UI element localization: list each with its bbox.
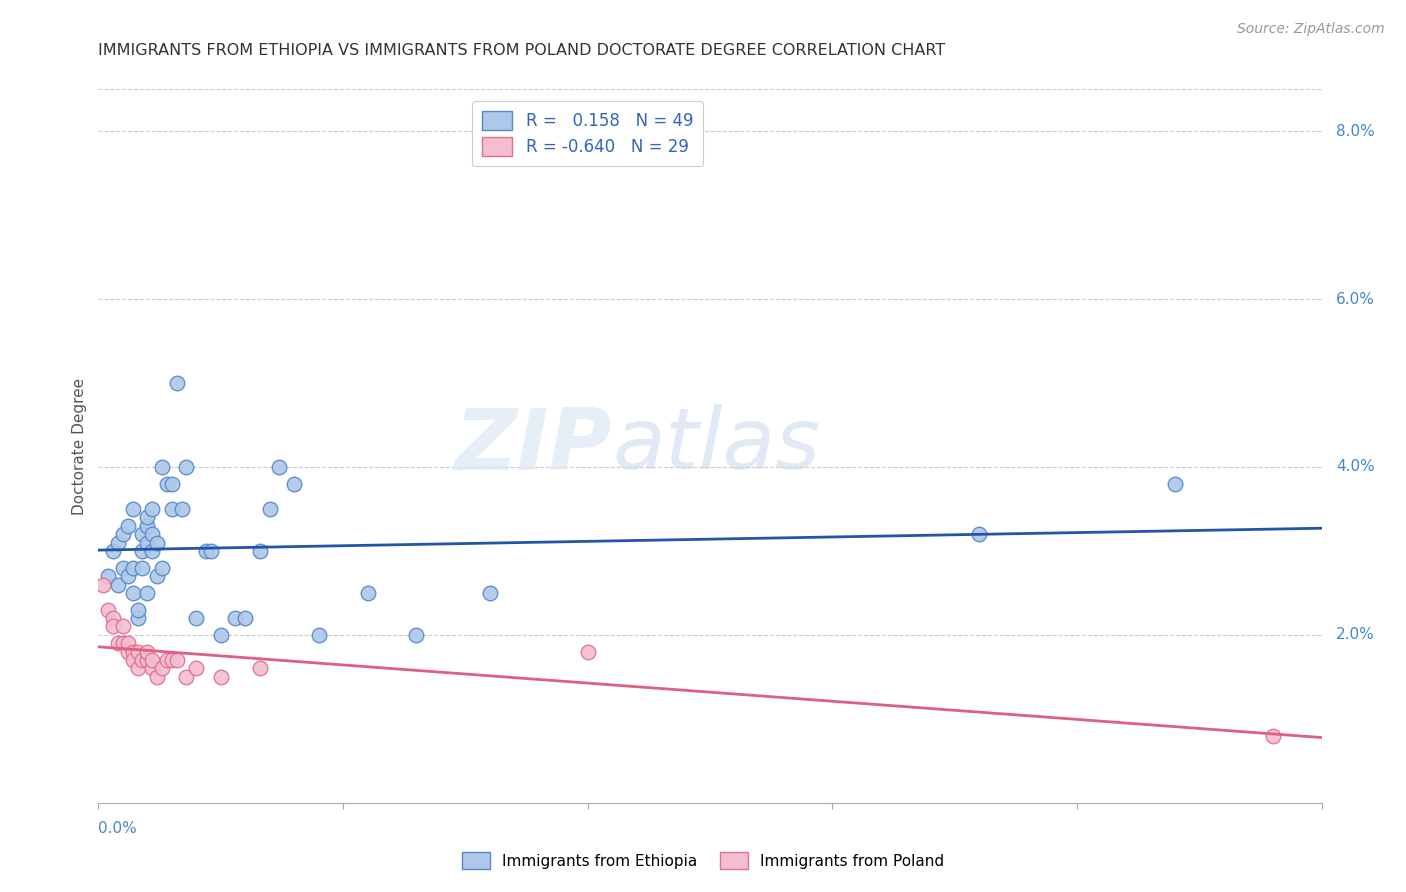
Point (150, 460, 173, 475)
Point (127, 603, 149, 617)
Point (308, 628, 330, 642)
Point (136, 586, 159, 600)
Point (121, 653, 143, 667)
Point (195, 544, 218, 558)
Point (967, 527, 990, 541)
Text: atlas: atlas (612, 404, 820, 488)
Point (136, 510, 159, 524)
Point (176, 460, 198, 475)
Point (224, 611, 246, 625)
Text: 8.0%: 8.0% (1336, 124, 1375, 138)
Point (405, 628, 427, 642)
Point (127, 611, 149, 625)
Point (131, 560, 153, 574)
Point (131, 653, 153, 667)
Point (111, 527, 134, 541)
Point (141, 502, 163, 516)
Point (101, 611, 124, 625)
Point (97, 603, 120, 617)
Text: 6.0%: 6.0% (1336, 292, 1375, 307)
Point (166, 653, 188, 667)
Point (101, 619, 124, 633)
Point (160, 502, 183, 516)
Point (146, 535, 169, 549)
Point (107, 636, 129, 650)
Point (146, 569, 169, 583)
Point (200, 544, 222, 558)
Point (121, 645, 143, 659)
Point (1261, 729, 1284, 743)
Point (117, 645, 139, 659)
Point (478, 586, 501, 600)
Point (121, 502, 143, 516)
Point (186, 611, 208, 625)
Point (136, 645, 159, 659)
Point (107, 535, 129, 549)
Point (111, 636, 134, 650)
Point (209, 670, 232, 684)
Text: ZIP: ZIP (454, 404, 612, 488)
Point (136, 518, 159, 533)
Point (249, 544, 271, 558)
Point (269, 460, 291, 475)
Point (249, 661, 271, 675)
Point (127, 645, 149, 659)
Point (176, 670, 198, 684)
Point (160, 653, 183, 667)
Point (97, 569, 120, 583)
Legend: R =   0.158   N = 49, R = -0.640   N = 29: R = 0.158 N = 49, R = -0.640 N = 29 (472, 101, 703, 166)
Point (166, 376, 188, 390)
Text: IMMIGRANTS FROM ETHIOPIA VS IMMIGRANTS FROM POLAND DOCTORATE DEGREE CORRELATION : IMMIGRANTS FROM ETHIOPIA VS IMMIGRANTS F… (98, 43, 946, 58)
Legend: Immigrants from Ethiopia, Immigrants from Poland: Immigrants from Ethiopia, Immigrants fro… (456, 846, 950, 875)
Point (141, 527, 163, 541)
Point (127, 661, 149, 675)
Point (1164, 476, 1187, 491)
Point (117, 569, 139, 583)
Point (117, 518, 139, 533)
Point (131, 544, 153, 558)
Text: 2.0%: 2.0% (1336, 627, 1375, 642)
Point (170, 502, 193, 516)
Point (160, 476, 183, 491)
Point (131, 527, 153, 541)
Text: Source: ZipAtlas.com: Source: ZipAtlas.com (1237, 22, 1385, 37)
Text: 0.0%: 0.0% (98, 821, 138, 836)
Text: 4.0%: 4.0% (1336, 459, 1375, 475)
Y-axis label: Doctorate Degree: Doctorate Degree (72, 377, 87, 515)
Point (576, 645, 599, 659)
Point (121, 560, 143, 574)
Point (150, 560, 173, 574)
Point (356, 586, 378, 600)
Point (150, 661, 173, 675)
Point (141, 653, 163, 667)
Point (146, 670, 169, 684)
Point (107, 577, 129, 591)
Point (101, 544, 124, 558)
Point (111, 619, 134, 633)
Point (141, 544, 163, 558)
Point (156, 653, 179, 667)
Point (136, 653, 159, 667)
Point (121, 586, 143, 600)
Point (233, 611, 256, 625)
Point (186, 661, 208, 675)
Point (209, 628, 232, 642)
Point (283, 476, 305, 491)
Point (91, 577, 114, 591)
Point (136, 535, 159, 549)
Point (117, 636, 139, 650)
Point (259, 502, 281, 516)
Point (111, 560, 134, 574)
Point (156, 476, 179, 491)
Point (141, 661, 163, 675)
